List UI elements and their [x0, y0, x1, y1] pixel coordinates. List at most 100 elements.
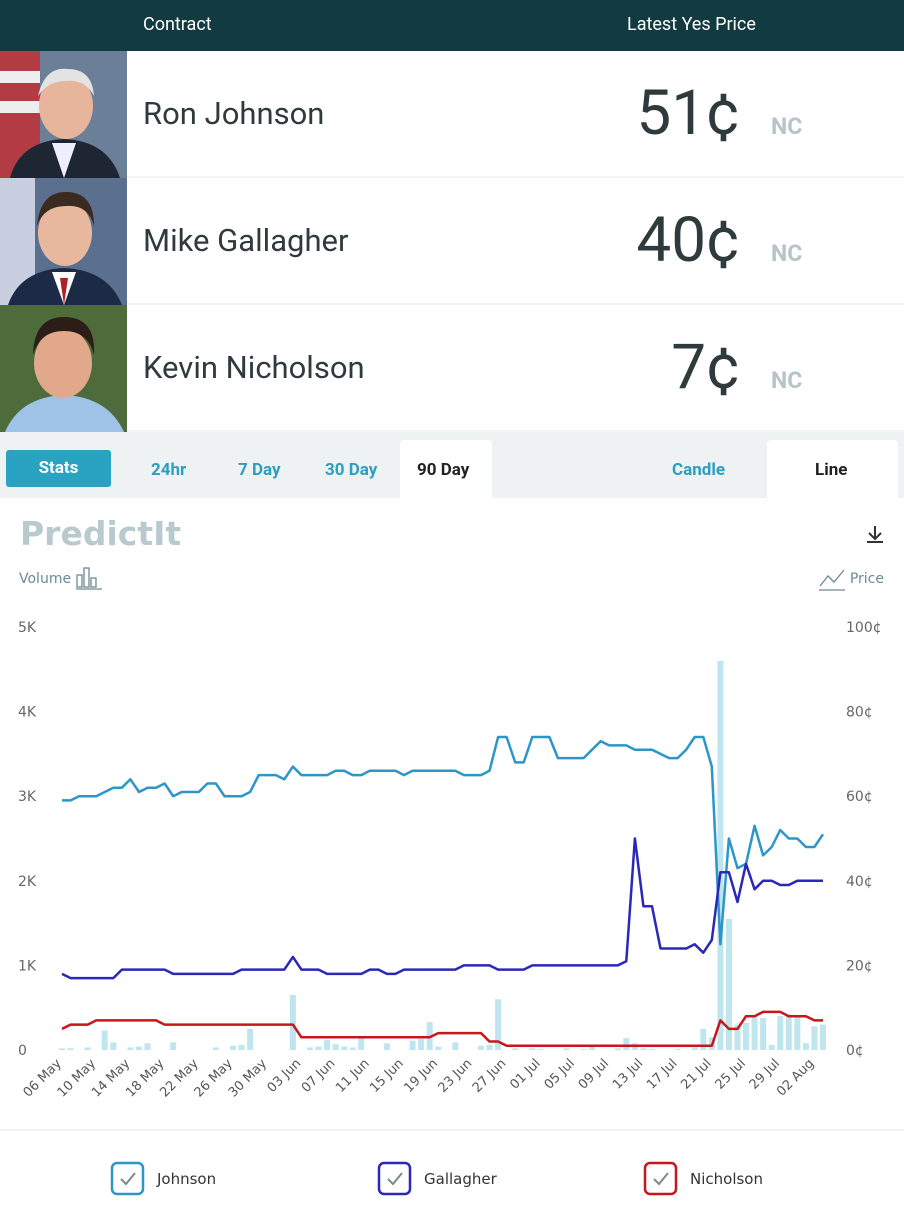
price-change: NC — [771, 367, 803, 394]
volume-bar — [785, 1014, 792, 1050]
stats-button[interactable]: Stats — [6, 450, 111, 487]
volume-bar — [84, 1047, 91, 1050]
volume-bar — [289, 995, 296, 1050]
volume-bar — [802, 1043, 809, 1050]
photo — [0, 51, 127, 178]
col-contract: Contract — [143, 14, 212, 35]
legend-label: Johnson — [156, 1170, 216, 1188]
volume-bar — [315, 1046, 322, 1050]
volume-bar — [341, 1046, 348, 1050]
volume-bar — [306, 1047, 313, 1050]
volume-bar — [794, 1016, 801, 1050]
y-tick-label: 0 — [18, 1043, 27, 1059]
photo — [0, 178, 127, 305]
x-tick-label: 23 Jun — [436, 1056, 476, 1096]
volume-bar — [170, 1042, 177, 1050]
volume-bar — [67, 1048, 74, 1050]
price-line — [62, 735, 825, 946]
volume-bar — [238, 1044, 245, 1050]
volume-bar — [777, 1016, 784, 1050]
style-tab[interactable]: Candle — [672, 460, 726, 480]
contract-price: 51¢ — [636, 77, 740, 150]
legend-checkbox — [643, 1161, 678, 1196]
volume-bar — [358, 1037, 365, 1050]
volume-bar — [59, 1048, 65, 1050]
volume-bar — [452, 1042, 459, 1050]
range-tab[interactable]: 24hr — [151, 460, 187, 480]
volume-bar — [743, 1022, 750, 1050]
range-tab[interactable]: 90 Day — [417, 460, 470, 480]
price-change: NC — [771, 240, 803, 267]
x-tick-label: 02 Aug — [774, 1056, 817, 1099]
x-tick-label: 07 Jun — [299, 1056, 339, 1096]
volume-bar — [349, 1047, 356, 1050]
volume-bar — [674, 1049, 681, 1050]
x-tick-label: 09 Jul — [576, 1056, 612, 1092]
volume-bar — [691, 1047, 698, 1050]
volume-bar — [529, 1048, 536, 1050]
y2-tick-label: 80¢ — [846, 705, 873, 721]
active-tab-bg — [767, 440, 898, 498]
legend-item[interactable]: Gallagher — [377, 1161, 498, 1196]
range-tab[interactable]: 7 Day — [238, 460, 281, 480]
contract-price: 40¢ — [636, 204, 740, 277]
x-tick-label: 17 Jul — [644, 1056, 680, 1092]
legend-item[interactable]: Johnson — [110, 1161, 216, 1196]
y2-tick-label: 20¢ — [846, 958, 873, 974]
volume-bar — [495, 999, 502, 1050]
volume-bar — [537, 1049, 544, 1050]
y2-axis-label: Price — [850, 571, 884, 587]
chart: PredictIt Volume Price 0 1K 2K 3K 4K 5K 0¢ 20¢ 4… — [0, 514, 904, 1196]
style-tab[interactable]: Line — [815, 460, 848, 480]
price-line — [61, 1010, 823, 1048]
x-tick-label: 19 Jun — [401, 1056, 441, 1096]
legend-check — [120, 1172, 136, 1186]
download-icon[interactable] — [867, 526, 883, 543]
volume-bar — [409, 1040, 416, 1050]
volume-bar — [247, 1028, 254, 1050]
volume-bar — [324, 1039, 331, 1050]
legend-check — [653, 1172, 669, 1186]
legend-label: Gallagher — [424, 1170, 498, 1188]
legend-item[interactable]: Nicholson — [643, 1161, 763, 1196]
active-tab-bg — [400, 440, 492, 498]
legend-check — [387, 1172, 403, 1186]
volume-bar — [820, 1024, 826, 1050]
volume-bar — [212, 1047, 219, 1050]
contract-name: Mike Gallagher — [143, 222, 349, 259]
volume-bar — [648, 1049, 655, 1050]
x-tick-label: 30 May — [226, 1056, 270, 1100]
volume-bar — [623, 1038, 630, 1050]
table-header: Contract Latest Yes Price — [0, 0, 904, 51]
x-tick-label: 01 Jul — [507, 1056, 543, 1092]
photo — [0, 305, 127, 432]
range-tab[interactable]: 30 Day — [325, 460, 378, 480]
contract-row[interactable]: Ron Johnson 51¢ NC — [0, 51, 904, 178]
x-tick-label: 11 Jun — [333, 1056, 373, 1096]
volume-bar — [230, 1045, 237, 1050]
y-tick-label: 2K — [18, 874, 37, 890]
logo: PredictIt — [20, 514, 181, 553]
volume-bar — [135, 1046, 142, 1050]
y2-tick-label: 100¢ — [846, 620, 882, 636]
volume-bar — [589, 1046, 596, 1050]
volume-bar — [725, 918, 732, 1050]
volume-bar — [477, 1045, 484, 1050]
volume-bar — [751, 1016, 758, 1050]
volume-icon — [76, 567, 102, 590]
contract-row[interactable]: Mike Gallagher 40¢ NC — [0, 178, 904, 305]
volume-bar — [110, 1042, 117, 1050]
y2-tick-label: 0¢ — [846, 1043, 864, 1059]
volume-bar — [734, 1024, 741, 1050]
volume-bar — [418, 1039, 425, 1050]
x-tick-label: 03 Jun — [265, 1056, 305, 1096]
contract-name: Kevin Nicholson — [143, 349, 365, 386]
contract-row[interactable]: Kevin Nicholson 7¢ NC — [0, 305, 904, 432]
price-change: NC — [771, 113, 803, 140]
volume-bar — [383, 1043, 390, 1050]
y-tick-label: 5K — [18, 620, 37, 636]
volume-bar — [717, 660, 724, 1050]
x-tick-label: 15 Jun — [367, 1056, 407, 1096]
x-tick-label: 27 Jun — [470, 1056, 510, 1096]
